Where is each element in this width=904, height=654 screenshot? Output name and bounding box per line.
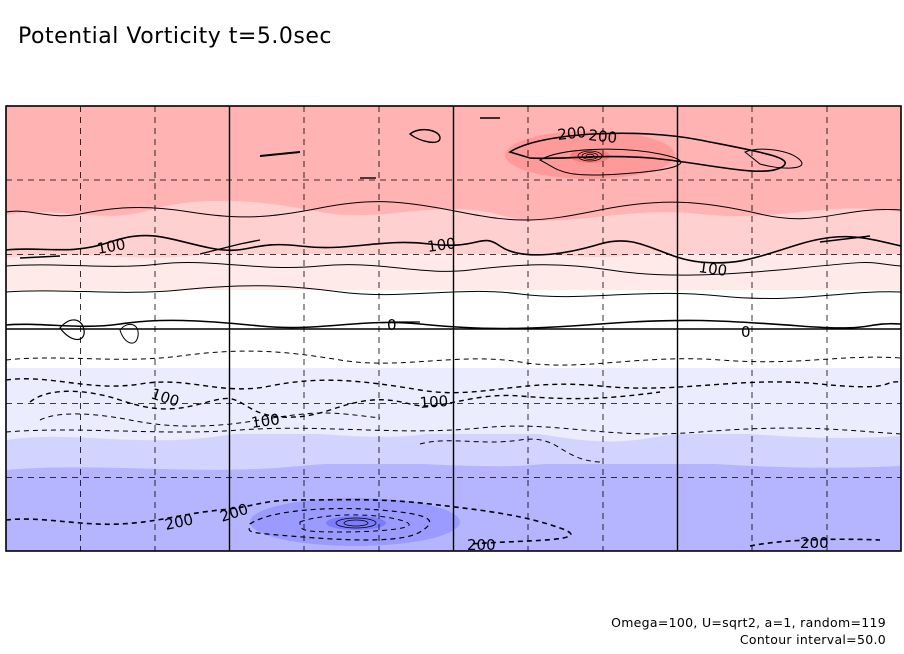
vortex-core-rings	[335, 150, 603, 529]
positive-contours	[6, 117, 901, 344]
contour-label: 100	[96, 235, 127, 258]
parameters-label: Omega=100, U=sqrt2, a=1, random=119	[611, 615, 886, 630]
contour-labels: 100 100 100 0 0 200 200 100 100 200 200 …	[96, 123, 829, 554]
contour-label: 100	[426, 234, 457, 256]
contour-label: 100	[697, 258, 728, 280]
contour-label: 200	[800, 534, 829, 552]
contour-label: 200	[588, 126, 618, 147]
vortex-positive-core	[570, 149, 610, 163]
contour-label: 200	[557, 123, 587, 144]
contour-interval-label: Contour interval=50.0	[739, 632, 886, 647]
contour-label: 100	[250, 410, 281, 432]
grid-solid	[6, 106, 901, 551]
contour-label: 200	[467, 536, 496, 554]
contour-label: 100	[419, 392, 449, 412]
chart-title: Potential Vorticity t=5.0sec	[18, 24, 332, 49]
contour-label: 200	[163, 510, 195, 534]
plot-frame	[5, 105, 902, 552]
contour-label: 0	[387, 316, 397, 334]
contour-label: 0	[741, 323, 751, 341]
